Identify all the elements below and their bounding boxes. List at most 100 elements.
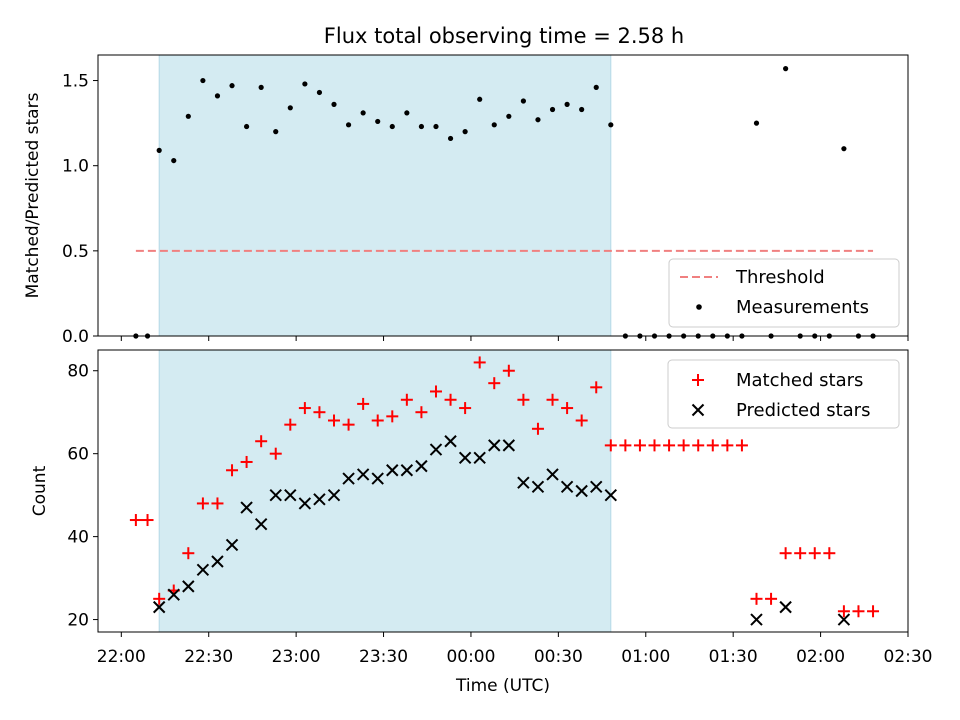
cross-stroke-b — [182, 580, 195, 593]
matched-star-point — [386, 410, 399, 423]
predicted-star-point — [342, 472, 355, 485]
bottom-legend-box — [667, 359, 900, 429]
measurement-points — [133, 66, 876, 339]
measurement-point — [302, 81, 308, 87]
measurement-point — [229, 83, 235, 89]
predicted-star-point — [254, 517, 268, 531]
matched-star-point — [182, 547, 195, 560]
measurement-point — [214, 93, 221, 99]
predicted-star-point — [415, 459, 428, 473]
legend-measurements-swatch — [696, 304, 702, 310]
measurement-point — [593, 84, 599, 90]
top-legend: Threshold Measurements — [668, 258, 900, 328]
measurement-point — [287, 105, 293, 111]
x-tick-label: 02:30 — [884, 647, 933, 667]
y-tick-label: 0.5 — [62, 242, 89, 262]
cross-stroke-b — [502, 439, 516, 452]
predicted-star-point — [502, 439, 516, 452]
matched-star-point — [765, 592, 778, 605]
cross-stroke-b — [458, 451, 472, 465]
bottom-y-ticks: 20 40 60 80 — [67, 362, 98, 631]
matched-star-point — [546, 393, 559, 406]
matched-star-point — [663, 439, 676, 452]
matched-star-point — [313, 406, 326, 419]
measurement-point — [462, 129, 468, 135]
cross-stroke-b — [575, 484, 588, 498]
predicted-star-point — [152, 600, 166, 614]
bottom-x-ticks: 22:00 22:30 23:00 23:30 00:00 00:30 01:00 01:30… — [97, 632, 933, 667]
matched-star-point — [459, 402, 472, 415]
top-y-axis-label: Matched/Predicted stars — [23, 92, 43, 298]
x-tick-label: 01:00 — [621, 647, 670, 667]
cross-stroke-b — [254, 517, 268, 531]
matched-star-point — [328, 414, 341, 427]
measurement-point — [477, 96, 483, 102]
legend-matched-label: Matched stars — [736, 370, 863, 391]
matched-star-point — [721, 439, 734, 452]
matched-star-point — [502, 364, 515, 377]
cross-stroke-b — [225, 538, 239, 552]
cross-stroke-b — [167, 588, 180, 601]
y-tick-label: 1.0 — [62, 157, 89, 177]
cross-stroke-b — [342, 472, 355, 485]
cross-stroke-b — [269, 488, 282, 502]
matched-star-point — [342, 418, 355, 431]
matched-star-point — [371, 414, 384, 427]
predicted-star-point — [211, 555, 224, 568]
matched-star-point — [604, 439, 617, 452]
cross-stroke-b — [546, 468, 559, 481]
top-panel: Flux total observing time = 2.58 h 0.00.… — [23, 24, 909, 347]
predicted-star-point — [167, 588, 180, 601]
predicted-star-point — [604, 488, 618, 502]
matched-star-point — [284, 418, 297, 431]
matched-star-point — [706, 439, 719, 452]
matched-star-point — [575, 414, 588, 427]
predicted-star-point — [269, 488, 282, 502]
bottom-panel: 20 40 60 80 22:00 22:30 23:00 23:30 00:00 00:30 0… — [30, 349, 933, 696]
predicted-star-point — [779, 600, 792, 614]
cross-stroke-b — [211, 555, 224, 568]
matched-star-point — [357, 397, 370, 410]
cross-stroke-b — [371, 472, 384, 485]
y-tick-label: 80 — [67, 362, 89, 382]
predicted-star-point — [327, 488, 341, 502]
measurement-point — [345, 122, 352, 128]
cross-stroke-b — [356, 468, 370, 481]
matched-star-point — [852, 605, 865, 618]
measurement-point — [360, 110, 366, 116]
cross-stroke-b — [531, 480, 545, 494]
cross-stroke-b — [691, 403, 705, 417]
cross-stroke-b — [313, 493, 326, 506]
legend-threshold-label: Threshold — [735, 267, 825, 288]
predicted-star-point — [429, 443, 443, 456]
matched-star-point — [692, 439, 705, 452]
measurement-point — [316, 89, 323, 96]
matched-star-point — [255, 435, 268, 448]
predicted-star-point — [225, 538, 239, 552]
legend-predicted-label: Predicted stars — [736, 400, 870, 421]
predicted-star-point — [182, 580, 195, 593]
predicted-star-point — [750, 613, 763, 626]
predicted-star-point — [386, 464, 399, 477]
predicted-star-point — [284, 488, 297, 502]
cross-stroke-b — [386, 464, 399, 477]
x-axis-label: Time (UTC) — [455, 676, 550, 696]
matched-star-point — [196, 497, 209, 510]
measurement-point — [447, 135, 454, 142]
measurement-point — [171, 157, 177, 164]
matched-star-point — [129, 514, 142, 527]
cross-stroke-b — [604, 488, 618, 502]
legend-cross-marker — [691, 403, 705, 417]
legend-matched-swatch — [692, 374, 704, 386]
top-x-ticks — [120, 336, 909, 341]
matched-star-point — [153, 592, 166, 605]
x-tick-label: 22:00 — [97, 647, 146, 667]
predicted-star-point — [356, 468, 370, 481]
matched-star-point — [561, 402, 574, 415]
matched-star-point — [240, 455, 253, 468]
matched-star-point — [517, 393, 530, 406]
measurement-point — [418, 123, 425, 130]
predicted-star-point — [240, 501, 253, 514]
predicted-star-point — [313, 493, 326, 506]
matched-star-point — [750, 592, 763, 605]
